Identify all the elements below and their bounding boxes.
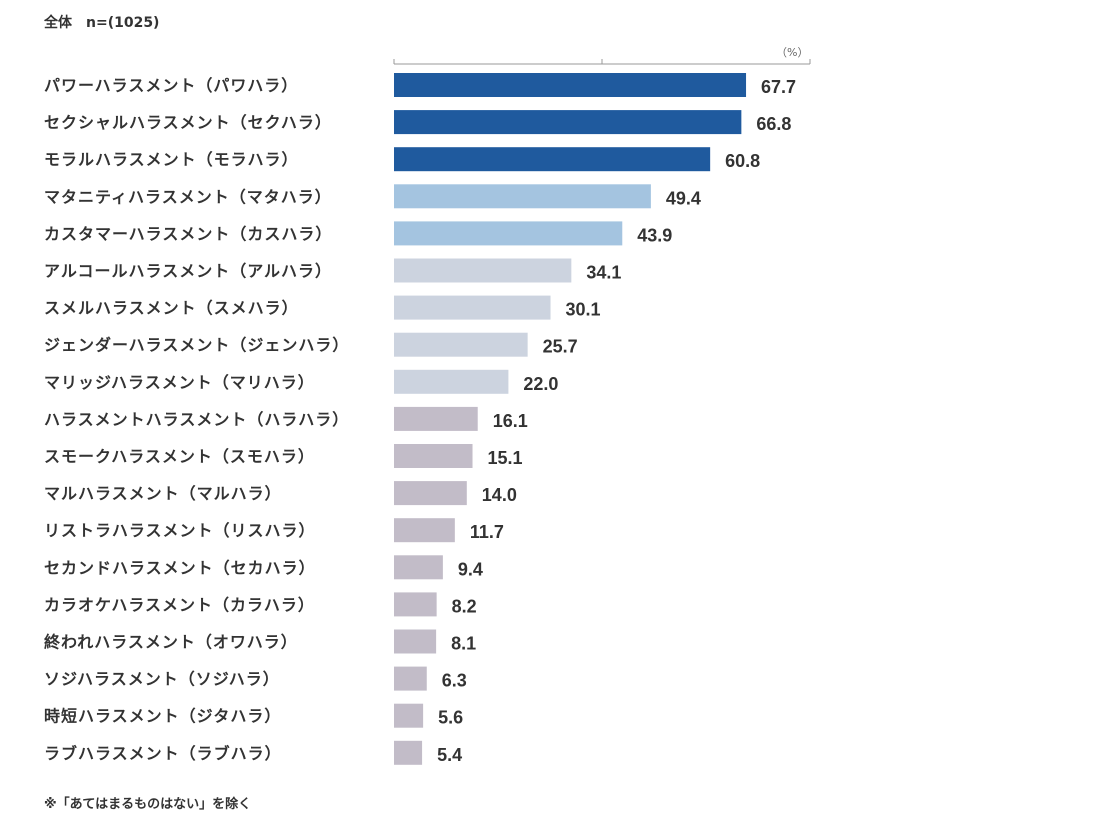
value-label: 5.4 bbox=[437, 745, 462, 765]
value-label: 16.1 bbox=[493, 411, 528, 431]
value-label: 25.7 bbox=[543, 337, 578, 357]
value-label: 11.7 bbox=[470, 522, 504, 542]
unit-label: （%） bbox=[776, 46, 809, 59]
value-label: 6.3 bbox=[442, 671, 467, 691]
bar bbox=[394, 518, 455, 543]
value-label: 9.4 bbox=[458, 559, 483, 579]
bar bbox=[394, 703, 424, 728]
category-label: スモークハラスメント（スモハラ） bbox=[44, 447, 315, 466]
bar bbox=[394, 258, 572, 283]
value-label: 66.8 bbox=[756, 114, 791, 134]
value-label: 14.0 bbox=[482, 485, 517, 505]
category-label: セカンドハラスメント（セカハラ） bbox=[44, 558, 316, 577]
bar bbox=[394, 555, 443, 580]
chart-title: 全体 n=(1025) bbox=[44, 15, 160, 31]
category-label: アルコールハラスメント（アルハラ） bbox=[44, 262, 332, 281]
category-label: ジェンダーハラスメント（ジェンハラ） bbox=[44, 336, 349, 355]
category-label: マルハラスメント（マルハラ） bbox=[44, 484, 282, 503]
category-label: カラオケハラスメント（カラハラ） bbox=[44, 595, 315, 614]
value-label: 60.8 bbox=[725, 151, 760, 171]
value-label: 15.1 bbox=[488, 448, 523, 468]
bar bbox=[394, 110, 742, 135]
bar bbox=[394, 406, 478, 431]
bar bbox=[394, 629, 437, 654]
bar bbox=[394, 369, 509, 394]
value-label: 8.1 bbox=[451, 634, 476, 654]
category-label: セクシャルハラスメント（セクハラ） bbox=[44, 113, 332, 132]
category-label: リストラハラスメント（リスハラ） bbox=[44, 521, 316, 540]
bar bbox=[394, 147, 711, 172]
bar bbox=[394, 184, 651, 209]
value-label: 49.4 bbox=[666, 188, 701, 208]
category-label: カスタマーハラスメント（カスハラ） bbox=[44, 224, 332, 243]
bar bbox=[394, 295, 551, 320]
category-label: ソジハラスメント（ソジハラ） bbox=[44, 670, 280, 689]
category-label: パワーハラスメント（パワハラ） bbox=[44, 76, 298, 95]
value-label: 8.2 bbox=[452, 596, 477, 616]
value-label: 22.0 bbox=[523, 374, 558, 394]
value-label: 43.9 bbox=[637, 225, 672, 245]
bar bbox=[394, 221, 623, 246]
value-label: 34.1 bbox=[586, 263, 621, 283]
footnote: ※「あてはまるものはない」を除く bbox=[44, 797, 252, 812]
value-label: 67.7 bbox=[761, 77, 796, 97]
category-label: モラルハラスメント（モラハラ） bbox=[44, 150, 299, 169]
bar bbox=[394, 666, 427, 691]
category-label: 時短ハラスメント（ジタハラ） bbox=[44, 707, 281, 726]
category-label: ハラスメントハラスメント（ハラハラ） bbox=[44, 410, 349, 429]
bar bbox=[394, 73, 747, 97]
category-label: マリッジハラスメント（マリハラ） bbox=[44, 373, 315, 392]
bar bbox=[394, 740, 423, 765]
value-label: 30.1 bbox=[566, 300, 601, 320]
bar bbox=[394, 481, 467, 506]
category-label: マタニティハラスメント（マタハラ） bbox=[44, 187, 332, 206]
category-label: スメルハラスメント（スメハラ） bbox=[44, 299, 299, 318]
bar bbox=[394, 592, 437, 617]
bar bbox=[394, 444, 473, 468]
value-label: 5.6 bbox=[438, 708, 463, 728]
category-label: 終われハラスメント（オワハラ） bbox=[44, 633, 298, 652]
bar bbox=[394, 332, 528, 357]
category-label: ラブハラスメント（ラブハラ） bbox=[44, 744, 282, 763]
